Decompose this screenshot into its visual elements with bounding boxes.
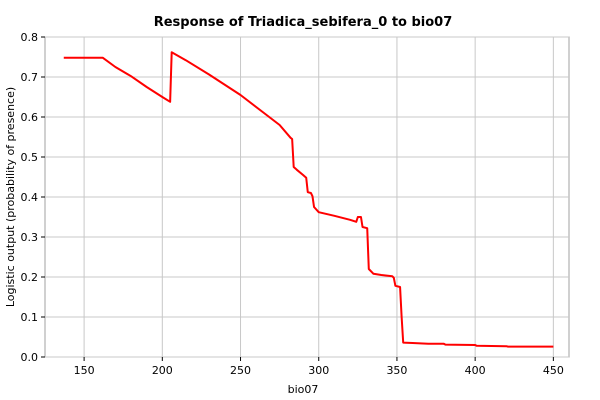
y-axis-label: Logistic output (probability of presence… — [4, 87, 17, 307]
x-tick-label: 300 — [308, 364, 329, 377]
y-tick-label: 0.8 — [21, 31, 39, 44]
x-tick-label: 350 — [386, 364, 407, 377]
y-tick-label: 0.1 — [21, 311, 39, 324]
y-tick-label: 0.5 — [21, 151, 39, 164]
chart-title: Response of Triadica_sebifera_0 to bio07 — [154, 15, 453, 30]
y-tick-label: 0.0 — [21, 351, 39, 364]
x-tick-label: 200 — [152, 364, 173, 377]
series-layer — [63, 51, 554, 348]
y-tick-label: 0.4 — [21, 191, 39, 204]
y-tick-label: 0.6 — [21, 111, 39, 124]
x-tick-label: 450 — [543, 364, 564, 377]
y-tick-label: 0.2 — [21, 271, 39, 284]
grid-lines — [45, 36, 569, 358]
y-tick-label: 0.3 — [21, 231, 39, 244]
x-tick-label: 150 — [74, 364, 95, 377]
x-axis-ticks: 150 200 250 300 350 400 450 — [74, 357, 564, 377]
x-tick-label: 250 — [230, 364, 251, 377]
y-axis-ticks: 0.0 0.1 0.2 0.3 0.4 0.5 0.6 0.7 0.8 — [21, 31, 45, 364]
series-line — [63, 51, 554, 348]
x-tick-label: 400 — [465, 364, 486, 377]
x-axis-label: bio07 — [288, 383, 319, 396]
y-tick-label: 0.7 — [21, 71, 39, 84]
